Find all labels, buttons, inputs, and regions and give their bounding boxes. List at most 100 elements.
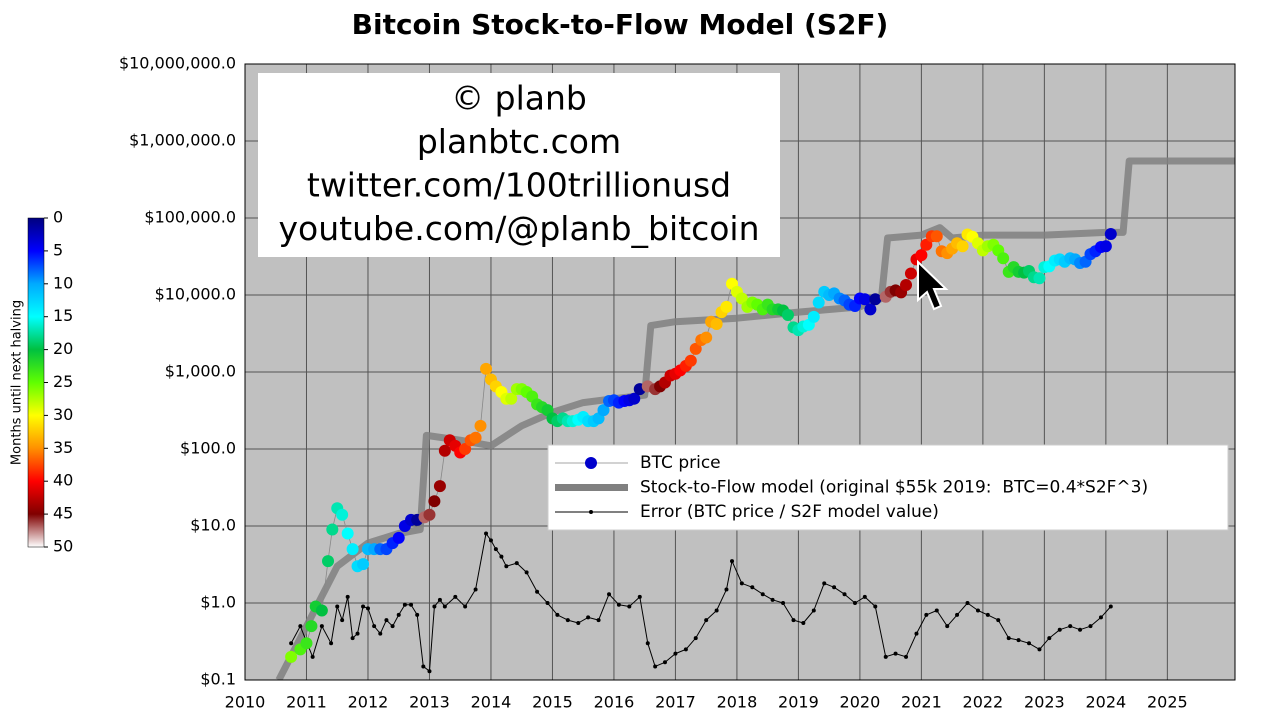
error-point <box>1047 636 1052 641</box>
error-point <box>298 624 303 629</box>
legend-label: Stock-to-Flow model (original $55k 2019:… <box>640 478 1148 498</box>
x-tick-label: 2013 <box>409 693 450 712</box>
legend-marker <box>585 457 597 469</box>
colorbar-tick-label: 5 <box>53 240 63 259</box>
price-point <box>392 531 405 544</box>
error-point <box>945 624 950 629</box>
error-point <box>653 664 658 669</box>
error-point <box>372 624 377 629</box>
error-point <box>453 594 458 599</box>
x-tick-label: 2011 <box>286 693 327 712</box>
error-point <box>714 608 719 613</box>
error-point <box>842 592 847 597</box>
watermark-text: youtube.com/@planb_bitcoin <box>279 209 760 248</box>
error-point <box>432 604 437 609</box>
error-point <box>862 594 867 599</box>
price-point <box>423 508 436 521</box>
watermark-text: planbtc.com <box>417 122 621 161</box>
legend-label: BTC price <box>640 453 721 473</box>
price-point <box>915 249 928 262</box>
error-point <box>637 594 642 599</box>
error-point <box>1016 638 1021 643</box>
colorbar-tick-label: 20 <box>53 339 73 358</box>
error-point <box>1108 604 1113 609</box>
error-point <box>893 651 898 656</box>
error-point <box>975 608 980 613</box>
x-tick-label: 2024 <box>1086 693 1127 712</box>
error-point <box>1057 627 1062 632</box>
price-point <box>858 293 871 306</box>
x-tick-label: 2021 <box>901 693 942 712</box>
chart-title: Bitcoin Stock-to-Flow Model (S2F) <box>352 8 889 41</box>
error-point <box>704 618 709 623</box>
error-point <box>955 612 960 617</box>
price-point <box>505 392 518 405</box>
error-point <box>463 604 468 609</box>
error-point <box>760 592 765 597</box>
colorbar-tick-label: 35 <box>53 438 73 457</box>
error-point <box>586 615 591 620</box>
error-point <box>319 624 324 629</box>
colorbar-tick-label: 45 <box>53 504 73 523</box>
price-point <box>428 495 441 508</box>
error-point <box>832 585 837 590</box>
error-point <box>616 602 621 607</box>
error-point <box>535 589 540 594</box>
price-point <box>684 354 697 367</box>
mouse-cursor <box>917 259 949 311</box>
watermark-text: © planb <box>451 79 587 118</box>
error-point <box>504 564 509 569</box>
x-tick-label: 2014 <box>471 693 512 712</box>
error-point <box>596 618 601 623</box>
plot-frame <box>244 63 1236 681</box>
x-tick-label: 2010 <box>225 693 266 712</box>
colorbar-tick-label: 10 <box>53 273 73 292</box>
error-point <box>409 602 414 607</box>
error-point <box>781 601 786 605</box>
error-point <box>565 618 570 623</box>
error-point <box>883 654 888 659</box>
error-point <box>310 654 315 659</box>
colorbar-tick-label: 0 <box>53 208 63 227</box>
price-point <box>900 278 913 291</box>
error-point <box>1088 624 1093 629</box>
price-point <box>300 637 313 650</box>
error-point <box>514 561 519 566</box>
price-point <box>433 480 446 493</box>
error-point <box>873 604 878 609</box>
x-tick-label: 2012 <box>348 693 389 712</box>
error-point <box>365 606 370 611</box>
y-tick-label: $10.0 <box>190 516 236 535</box>
series-line <box>275 157 1235 680</box>
error-point <box>683 647 688 652</box>
error-point <box>396 612 401 617</box>
error-point <box>1027 641 1032 646</box>
price-point <box>781 308 794 321</box>
legend-label: Error (BTC price / S2F model value) <box>640 502 939 522</box>
colorbar-tick-label: 30 <box>53 405 73 424</box>
error-point <box>484 531 489 536</box>
error-point <box>488 538 493 543</box>
error-point <box>555 612 560 617</box>
error-point <box>415 612 420 617</box>
error-point <box>607 592 612 597</box>
error-point <box>730 559 735 564</box>
colorbar-tick-label: 40 <box>53 471 73 490</box>
error-point <box>673 651 678 656</box>
price-point <box>997 252 1010 265</box>
x-tick-label: 2025 <box>1147 693 1188 712</box>
error-point <box>1037 647 1042 652</box>
price-point <box>700 331 713 344</box>
x-tick-label: 2019 <box>778 693 819 712</box>
y-tick-label: $1,000.0 <box>165 362 236 381</box>
error-point <box>499 554 504 559</box>
error-point <box>724 587 729 592</box>
error-point <box>934 608 939 613</box>
error-point <box>739 581 744 586</box>
error-point <box>545 601 550 605</box>
error-point <box>770 597 775 602</box>
price-point <box>285 650 298 663</box>
error-point <box>427 669 432 674</box>
